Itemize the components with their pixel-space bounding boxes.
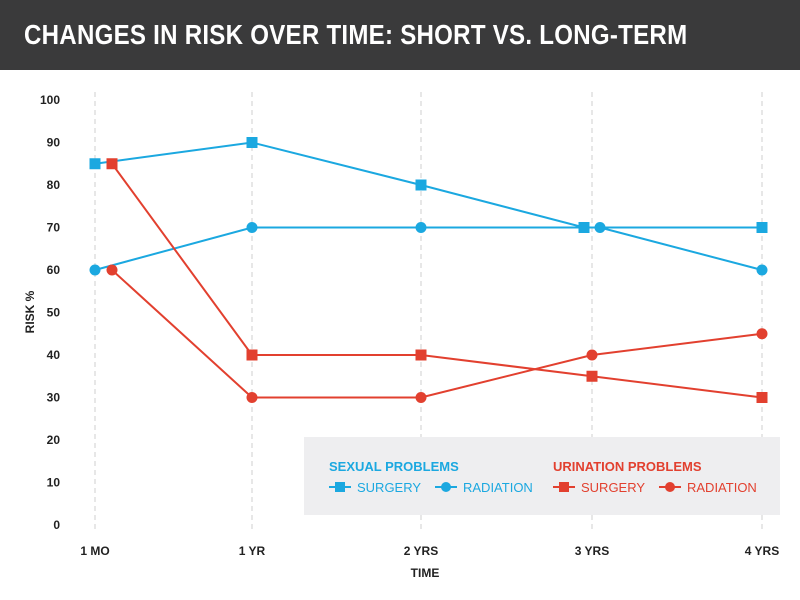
x-tick-label: 1 YR bbox=[239, 544, 266, 558]
data-point-circle bbox=[594, 222, 606, 233]
data-point-square bbox=[89, 158, 101, 170]
legend-heading: URINATION PROBLEMS bbox=[553, 459, 702, 474]
legend-label: SURGERY bbox=[357, 480, 421, 495]
data-point-circle bbox=[106, 264, 118, 276]
data-point-circle bbox=[756, 264, 768, 276]
data-point-circle bbox=[415, 392, 427, 403]
y-tick-label: 70 bbox=[47, 221, 61, 235]
data-point-square bbox=[586, 370, 598, 382]
series-line-3 bbox=[111, 269, 763, 399]
data-point-square bbox=[106, 158, 118, 170]
y-tick-label: 80 bbox=[47, 178, 61, 192]
x-axis-title: TIME bbox=[411, 566, 440, 580]
x-tick-label: 4 YRS bbox=[745, 544, 779, 558]
chart-title: CHANGES IN RISK OVER TIME: SHORT VS. LON… bbox=[24, 19, 688, 50]
data-point-square bbox=[246, 137, 258, 148]
series-line-1 bbox=[94, 226, 763, 271]
data-point-square bbox=[415, 349, 427, 361]
legend-label: SURGERY bbox=[581, 480, 645, 495]
y-tick-label: 90 bbox=[47, 136, 61, 150]
y-axis-title: RISK % bbox=[23, 290, 37, 333]
y-tick-label: 30 bbox=[47, 391, 61, 405]
series-line-0 bbox=[94, 141, 762, 229]
x-tick-label: 3 YRS bbox=[575, 544, 609, 558]
y-tick-label: 0 bbox=[53, 518, 60, 532]
legend-circle-marker bbox=[441, 482, 451, 492]
legend-square-marker bbox=[559, 482, 569, 492]
data-point-circle bbox=[89, 264, 101, 276]
legend-heading: SEXUAL PROBLEMS bbox=[329, 459, 459, 474]
data-point-circle bbox=[246, 392, 258, 403]
legend-circle-marker bbox=[665, 482, 675, 492]
legend-square-marker bbox=[335, 482, 345, 492]
data-point-square bbox=[756, 392, 768, 403]
y-tick-label: 40 bbox=[47, 348, 61, 362]
data-point-square bbox=[246, 349, 258, 361]
legend-label: RADIATION bbox=[687, 480, 757, 495]
y-tick-label: 20 bbox=[47, 433, 61, 447]
y-tick-label: 10 bbox=[47, 476, 61, 490]
data-point-circle bbox=[415, 222, 427, 233]
data-point-square bbox=[756, 222, 768, 233]
data-point-circle bbox=[756, 328, 768, 340]
y-tick-label: 50 bbox=[47, 306, 61, 320]
title-bar: CHANGES IN RISK OVER TIME: SHORT VS. LON… bbox=[0, 0, 800, 70]
data-point-circle bbox=[586, 349, 598, 361]
data-point-circle bbox=[246, 222, 258, 233]
x-tick-label: 1 MO bbox=[80, 544, 109, 558]
y-tick-label: 100 bbox=[40, 93, 60, 107]
x-tick-label: 2 YRS bbox=[404, 544, 438, 558]
legend-box bbox=[304, 437, 780, 515]
series-line-2 bbox=[111, 163, 763, 399]
y-tick-label: 60 bbox=[47, 263, 61, 277]
legend-label: RADIATION bbox=[463, 480, 533, 495]
data-point-square bbox=[415, 179, 427, 191]
